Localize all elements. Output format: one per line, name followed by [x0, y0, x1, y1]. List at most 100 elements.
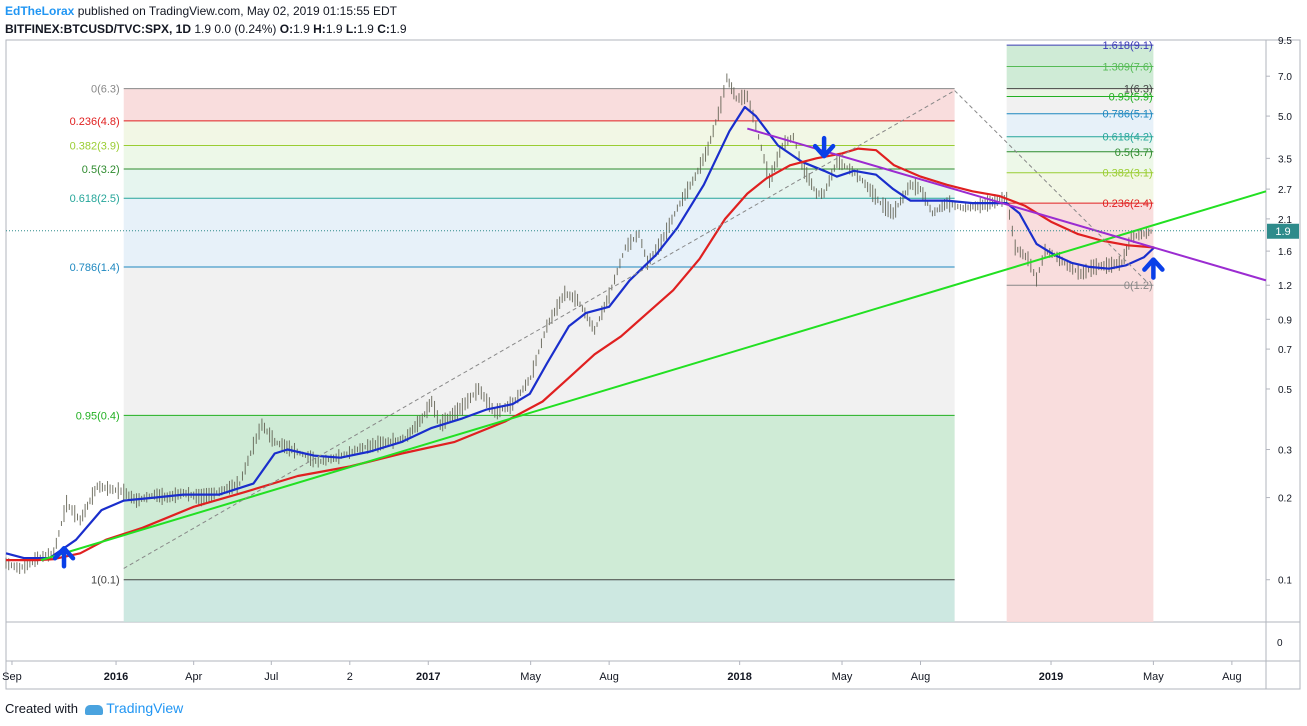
fib-band: [123, 579, 955, 622]
y-tick-label: 0.9: [1278, 315, 1292, 326]
price-change: 1.9 0.0 (0.24%): [194, 22, 277, 36]
high-label: H:: [313, 22, 326, 36]
fib-level-label: 0.786(1.4): [70, 262, 120, 274]
last-price-box: [1267, 223, 1299, 239]
fib-level-label: 0.95(0.4): [76, 410, 120, 422]
tradingview-brand[interactable]: TradingView: [106, 700, 184, 716]
high-value: 1.9: [325, 22, 343, 36]
arrow-shape: [1142, 257, 1165, 280]
arrow-down-icon[interactable]: [812, 135, 836, 159]
arrow-shape: [812, 135, 836, 159]
x-tick-label: May: [832, 671, 853, 683]
price-axis[interactable]: 9.5 7.0 5.0 3.5 2.7 2.1 1.6 1.2 0.9 0.7 0.5 0.3 0.2 0…: [1266, 36, 1292, 587]
fib-band: [1006, 136, 1154, 152]
annotation-arrows[interactable]: [52, 135, 1165, 569]
fib-band: [123, 266, 955, 416]
fib-level-label: 0.236(4.8): [70, 116, 120, 128]
footer: Created with TradingView: [5, 700, 183, 716]
fib-band: [1006, 66, 1154, 89]
fib-retracement-main[interactable]: [123, 88, 955, 622]
moving-average-slow: [6, 147, 1155, 562]
indicator-pane-tick: 0: [1277, 638, 1283, 649]
open-label: O:: [279, 22, 294, 36]
price-bars: [5, 73, 1152, 575]
fib-band: [123, 120, 955, 146]
fib-band: [1006, 45, 1154, 67]
fib-level-labels: 0(6.3) 0.236(4.8) 0.382(3.9) 0.5(3.2) 0.618(…: [70, 40, 1153, 587]
x-tick-label: May: [1143, 671, 1164, 683]
trend-line[interactable]: [747, 127, 1267, 282]
low-label: L:: [345, 22, 358, 36]
y-tick-label: 5.0: [1278, 112, 1292, 123]
fib-level-label: 0.786(5.1): [1103, 109, 1153, 121]
time-axis[interactable]: Sep 2016 Apr Jul 2 2017 May Aug 2018 May Aug 2019 Ma…: [2, 661, 1242, 683]
fib-level-label: 0.618(2.5): [70, 193, 120, 205]
fib-band: [1006, 285, 1154, 622]
fib-anchor-line[interactable]: [954, 90, 1149, 284]
x-tick-label: Sep: [2, 671, 22, 683]
x-tick-label: Aug: [599, 671, 619, 683]
y-tick-label: 0.7: [1278, 345, 1292, 356]
author-link[interactable]: EdTheLorax: [5, 4, 75, 18]
arrow-shape: [52, 546, 76, 569]
close-label: C:: [377, 22, 390, 36]
fib-band: [123, 88, 955, 121]
fib-level-label: 1.309(7.6): [1103, 61, 1153, 73]
fib-level-label: 1(6.3): [1124, 84, 1153, 96]
fib-band: [1006, 151, 1154, 173]
y-tick-label: 2.1: [1278, 215, 1292, 226]
fib-band: [1006, 96, 1154, 114]
fib-level-label: 0.95(5.9): [1109, 91, 1153, 103]
fib-level-label: 0.5(3.7): [1115, 147, 1153, 159]
x-tick-label: 2017: [416, 671, 440, 683]
fib-level-label: 0.382(3.1): [1103, 168, 1153, 180]
y-tick-label: 1.2: [1278, 281, 1292, 292]
x-tick-label: Jul: [264, 671, 278, 683]
fib-level-label: 0.618(4.2): [1103, 132, 1153, 144]
fib-level-label: 0.382(3.9): [70, 141, 120, 153]
open-value: 1.9: [293, 22, 310, 36]
y-tick-label: 0.3: [1278, 446, 1292, 457]
fib-band: [123, 198, 955, 267]
fib-extension-recent[interactable]: [1006, 44, 1154, 622]
arrow-up-icon[interactable]: [52, 546, 76, 569]
x-tick-label: 2: [347, 671, 353, 683]
fib-level-label: 1.618(9.1): [1103, 40, 1153, 52]
x-tick-label: 2016: [104, 671, 128, 683]
created-with-text: Created with: [5, 701, 78, 716]
fib-anchor-line[interactable]: [123, 90, 955, 569]
y-tick-label: 7.0: [1278, 72, 1292, 83]
fib-band: [1006, 113, 1154, 137]
fib-level-label: 0(1.2): [1124, 280, 1153, 292]
x-tick-label: Aug: [1222, 671, 1242, 683]
fib-level-label: 0.236(2.4): [1103, 198, 1153, 210]
y-tick-label: 3.5: [1278, 154, 1292, 165]
fib-level-label: 0.5(3.2): [82, 164, 120, 176]
symbol-name[interactable]: BITFINEX:BTCUSD/TVC:SPX, 1D: [5, 22, 192, 36]
x-tick-label: Aug: [911, 671, 931, 683]
x-tick-label: Apr: [185, 671, 202, 683]
close-value: 1.9: [389, 22, 407, 36]
fib-band: [1006, 172, 1154, 204]
publisher-line: EdTheLorax published on TradingView.com,…: [5, 4, 397, 18]
last-price-marker: 1.9: [6, 223, 1299, 239]
trend-lines[interactable]: [40, 90, 1267, 569]
fib-band: [123, 415, 955, 580]
published-text: published on TradingView.com, May 02, 20…: [77, 4, 398, 18]
low-value: 1.9: [357, 22, 374, 36]
y-tick-label: 1.6: [1278, 247, 1292, 258]
x-tick-label: May: [520, 671, 541, 683]
symbol-line: BITFINEX:BTCUSD/TVC:SPX, 1D 1.9 0.0 (0.2…: [5, 22, 407, 36]
price-chart[interactable]: 0(6.3) 0.236(4.8) 0.382(3.9) 0.5(3.2) 0.618(…: [0, 0, 1307, 695]
y-tick-label: 2.7: [1278, 185, 1292, 196]
arrow-up-icon[interactable]: [1142, 257, 1165, 280]
x-tick-label: 2019: [1039, 671, 1063, 683]
x-tick-label: 2018: [727, 671, 751, 683]
fib-level-label: 0(6.3): [91, 84, 120, 96]
fib-band: [1006, 88, 1154, 97]
y-tick-label: 0.1: [1278, 576, 1292, 587]
tradingview-logo-icon: [84, 704, 103, 715]
y-tick-label: 0.2: [1278, 494, 1292, 505]
last-price-label: 1.9: [1275, 226, 1290, 238]
fib-level-label: 1(0.1): [91, 575, 120, 587]
